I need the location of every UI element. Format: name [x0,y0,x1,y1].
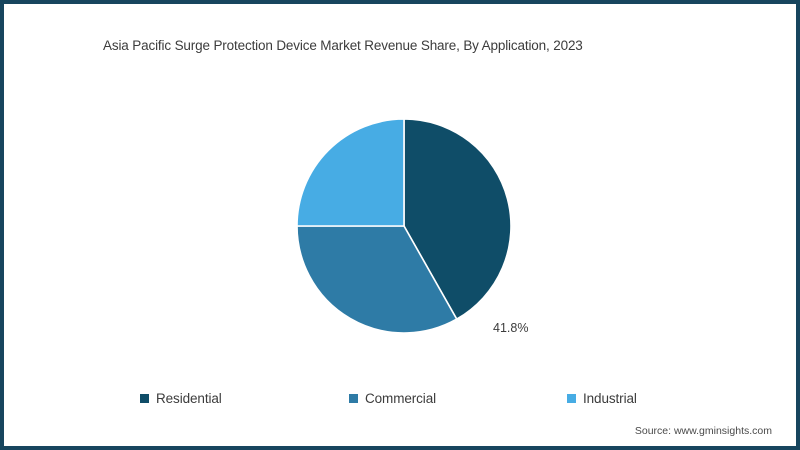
page-title: Asia Pacific Surge Protection Device Mar… [103,38,583,53]
legend-swatch-commercial [349,393,358,403]
pie-chart-svg [296,118,512,334]
legend-swatch-residential [140,393,149,403]
legend-label-industrial: Industrial [583,390,637,406]
figure-canvas: Asia Pacific Surge Protection Device Mar… [4,4,796,446]
pie-slice-commercial[interactable] [296,225,458,334]
pie-chart [293,115,515,337]
pie-slice-industrial[interactable] [296,118,405,227]
legend-item-commercial[interactable]: Commercial [349,387,436,409]
legend-item-industrial[interactable]: Industrial [567,387,637,409]
pie-slice-residential[interactable] [403,118,512,321]
legend-item-residential[interactable]: Residential [140,387,222,409]
chart-legend: Residential Commercial Industrial [140,387,680,409]
legend-label-commercial: Commercial [365,390,437,406]
pie-slice-group [296,118,512,334]
legend-label-residential: Residential [156,390,222,406]
pie-data-label-residential: 41.8% [493,321,529,335]
source-note: Source: www.gminsights.com [634,425,772,437]
legend-swatch-industrial [567,393,576,403]
